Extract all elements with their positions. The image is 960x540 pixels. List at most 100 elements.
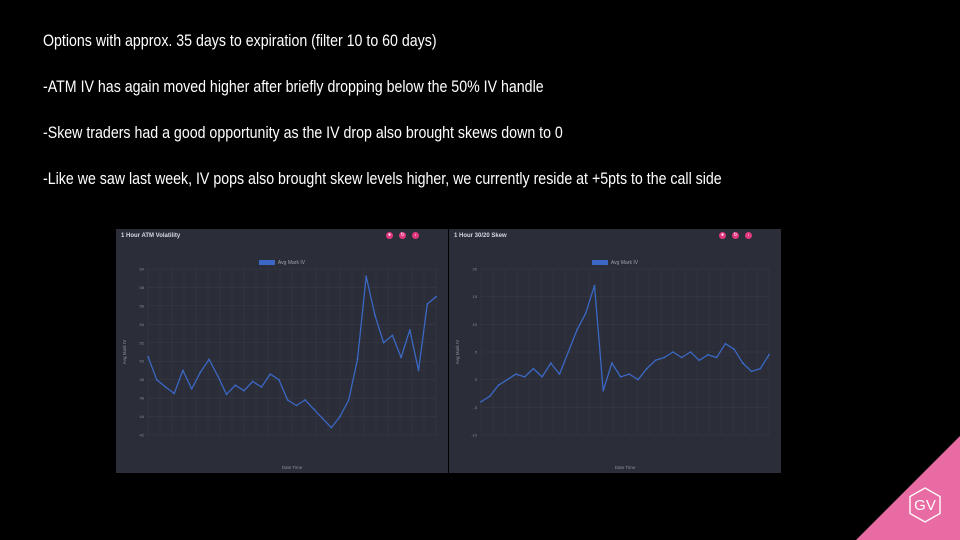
data-point <box>347 399 350 401</box>
data-point <box>391 334 394 337</box>
data-point <box>654 359 657 362</box>
data-point <box>698 359 701 362</box>
y-tick-label: 15 <box>473 294 478 299</box>
data-point <box>173 392 176 395</box>
data-point <box>602 389 605 392</box>
data-point <box>515 373 517 376</box>
data-point <box>400 356 402 359</box>
data-point <box>750 370 753 373</box>
x-axis-title: Date Time <box>282 465 303 470</box>
data-point <box>715 356 718 359</box>
y-tick-label: -5 <box>473 405 477 410</box>
data-point <box>312 408 315 411</box>
y-tick-label: 50 <box>140 359 145 364</box>
data-point <box>611 362 613 364</box>
legend-label: Avg Mark IV <box>610 260 639 266</box>
gv-logo-corner: GV <box>856 436 960 540</box>
atm-volatility-chart-panel: 1 Hour ATM Volatility ● ↻ ↓ Avg Mark IV … <box>116 229 448 473</box>
data-point <box>768 353 770 356</box>
data-point <box>488 395 491 398</box>
data-point <box>234 384 237 387</box>
data-point <box>435 295 437 298</box>
data-point <box>182 369 184 372</box>
data-point <box>208 358 210 361</box>
pink-corner-triangle <box>856 436 960 540</box>
camera-icon[interactable]: ● <box>386 232 393 239</box>
y-tick-label: 44 <box>140 414 145 419</box>
data-point <box>190 387 193 390</box>
skew-plot: -10 -5 0 5 10 15 20 Avg Mark IV Date Time <box>455 267 770 470</box>
data-point <box>365 275 368 278</box>
y-tick-label: 46 <box>140 396 145 401</box>
y-tick-label: 54 <box>140 322 145 327</box>
bullet-intro: Options with approx. 35 days to expirati… <box>43 32 437 50</box>
data-point <box>155 378 158 381</box>
y-tick-label: 58 <box>140 285 145 290</box>
hexagon-logo-icon <box>909 487 941 523</box>
legend-swatch <box>591 260 608 266</box>
atm-volatility-plot: 42 44 46 48 50 52 54 56 58 60 Avg Mark IV Date Time <box>122 267 437 470</box>
legend-swatch <box>258 260 275 266</box>
data-point <box>680 356 683 359</box>
data-point <box>707 353 709 356</box>
data-point <box>417 369 420 372</box>
data-point <box>339 415 341 418</box>
y-tick-label: -10 <box>471 433 478 438</box>
data-point <box>382 341 385 344</box>
data-point <box>759 367 762 370</box>
y-tick-label: 52 <box>140 340 145 345</box>
data-point <box>480 400 482 403</box>
download-icon[interactable]: ↓ <box>412 232 419 239</box>
data-point <box>663 356 666 359</box>
data-point <box>497 384 500 387</box>
data-point <box>628 373 631 376</box>
x-axis-title: Date Time <box>615 465 636 470</box>
series-line <box>480 284 770 403</box>
y-tick-label: 0 <box>475 377 478 382</box>
data-point <box>269 373 272 376</box>
data-point <box>672 351 674 353</box>
data-point <box>426 303 429 305</box>
data-point <box>304 399 306 401</box>
data-point <box>164 386 167 388</box>
data-point <box>216 375 219 377</box>
bullet-atm-iv: -ATM IV has again moved higher after bri… <box>43 78 544 96</box>
data-point <box>251 380 254 383</box>
skew-chart-panel: 1 Hour 30/20 Skew ● ↻ ↓ Avg Mark IV -10 -… <box>449 229 781 473</box>
data-point <box>286 399 289 401</box>
data-point <box>147 355 149 358</box>
data-point <box>619 376 622 378</box>
data-point <box>278 378 280 381</box>
refresh-icon[interactable]: ↻ <box>732 232 739 239</box>
chart-legend[interactable]: Avg Mark IV <box>116 260 448 266</box>
data-point <box>330 426 333 429</box>
data-point <box>321 417 324 420</box>
y-tick-label: 20 <box>473 267 478 272</box>
data-point <box>733 348 735 351</box>
data-point <box>567 351 570 353</box>
data-point <box>532 367 535 370</box>
y-axis-title: Avg Mark IV <box>455 340 460 364</box>
bullet-skew-levels: -Like we saw last week, IV pops also bro… <box>43 170 722 188</box>
data-point <box>260 386 263 388</box>
data-point <box>243 389 245 392</box>
data-point <box>225 393 228 396</box>
logo-text: GV <box>914 497 936 514</box>
data-point <box>356 358 359 361</box>
data-point <box>584 312 587 315</box>
data-point <box>558 373 561 376</box>
chart-title: 1 Hour 30/20 Skew <box>454 233 507 239</box>
data-point <box>295 404 298 407</box>
data-point <box>741 362 744 364</box>
chart-legend[interactable]: Avg Mark IV <box>449 260 781 266</box>
camera-icon[interactable]: ● <box>719 232 726 239</box>
refresh-icon[interactable]: ↻ <box>399 232 406 239</box>
y-tick-label: 42 <box>140 433 145 438</box>
data-point <box>645 367 648 370</box>
data-point <box>576 328 578 331</box>
data-point <box>541 376 543 378</box>
y-tick-label: 5 <box>475 350 478 355</box>
data-point <box>199 371 202 374</box>
download-icon[interactable]: ↓ <box>745 232 752 239</box>
legend-label: Avg Mark IV <box>277 260 306 266</box>
